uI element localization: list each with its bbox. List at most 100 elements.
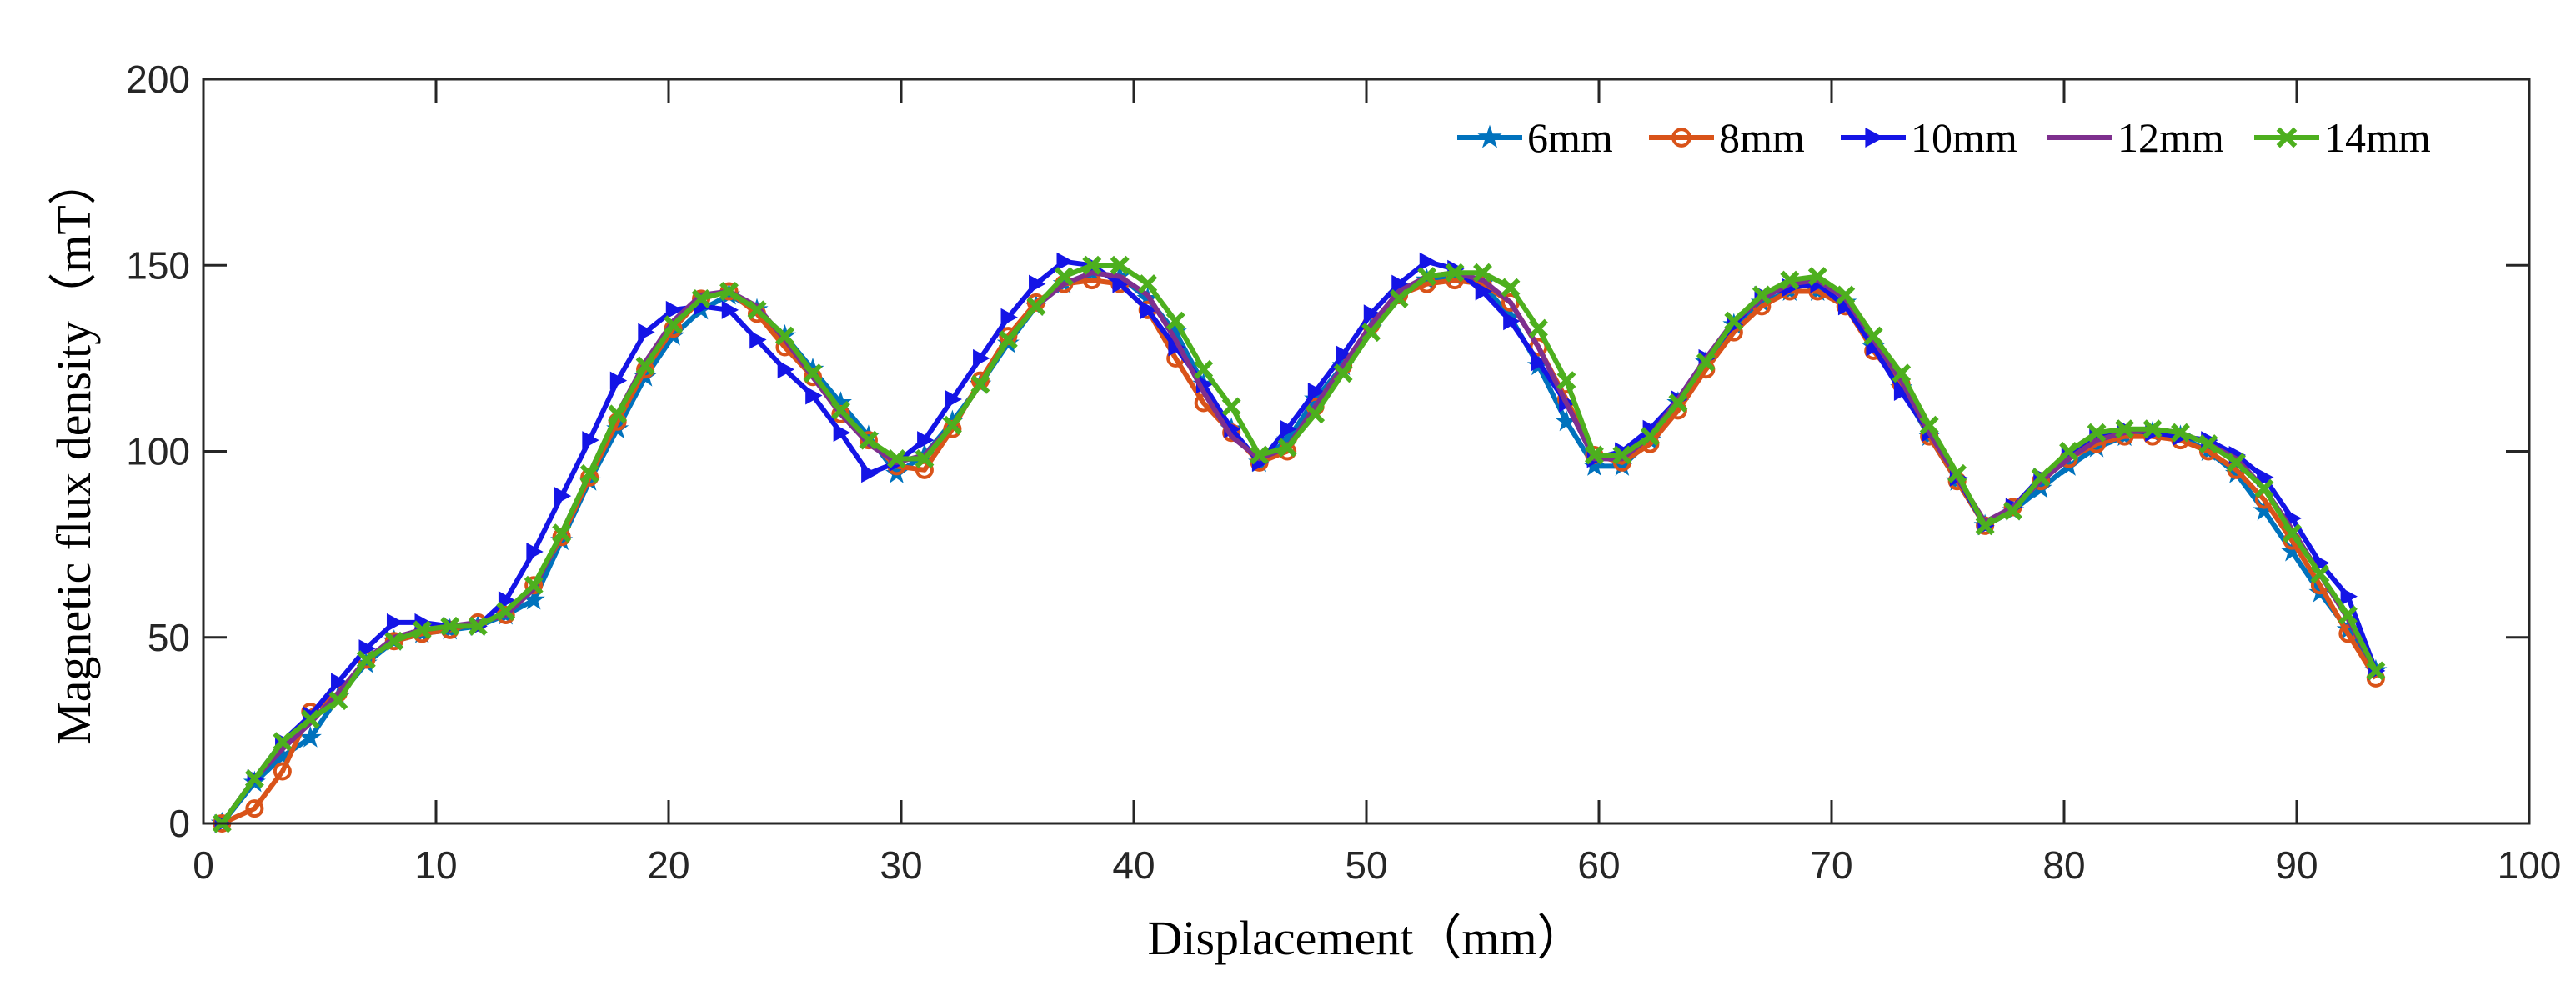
data-point-14mm bbox=[1306, 404, 1326, 424]
legend-marker-10mm bbox=[1865, 128, 1884, 148]
data-point-10mm bbox=[1475, 282, 1493, 301]
data-point-14mm bbox=[1640, 427, 1660, 447]
data-point-14mm bbox=[552, 523, 572, 543]
legend-item-10mm: 10mm bbox=[1841, 114, 2017, 161]
data-point-10mm bbox=[1307, 383, 1326, 402]
x-tick-label: 70 bbox=[1810, 843, 1852, 887]
data-point-14mm bbox=[1165, 311, 1185, 331]
data-point-14mm bbox=[1863, 326, 1883, 346]
data-point-14mm bbox=[803, 363, 823, 383]
data-point-14mm bbox=[524, 575, 544, 595]
data-point-14mm bbox=[2254, 478, 2274, 498]
data-point-14mm bbox=[1445, 263, 1465, 283]
data-point-14mm bbox=[775, 326, 794, 346]
data-point-10mm bbox=[2340, 587, 2358, 606]
data-point-14mm bbox=[2142, 419, 2163, 439]
data-point-14mm bbox=[2031, 468, 2051, 488]
data-point-14mm bbox=[2310, 564, 2330, 584]
x-tick-label: 60 bbox=[1577, 843, 1620, 887]
data-point-14mm bbox=[2171, 423, 2190, 443]
data-point-10mm bbox=[386, 613, 404, 632]
data-point-10mm bbox=[1391, 274, 1409, 293]
data-point-14mm bbox=[244, 768, 264, 788]
data-point-14mm bbox=[970, 374, 990, 394]
data-point-14mm bbox=[273, 732, 293, 752]
data-point-10mm bbox=[973, 348, 990, 368]
legend-item-6mm: 6mm bbox=[1457, 114, 1613, 161]
data-point-14mm bbox=[1333, 363, 1353, 383]
data-point-14mm bbox=[635, 356, 655, 376]
data-point-14mm bbox=[691, 288, 711, 308]
data-point-8mm bbox=[273, 762, 292, 781]
data-point-10mm bbox=[777, 360, 795, 379]
data-point-10mm bbox=[861, 464, 879, 483]
data-point-14mm bbox=[356, 650, 376, 670]
data-point-14mm bbox=[1361, 323, 1381, 343]
data-point-14mm bbox=[2282, 523, 2302, 543]
data-point-14mm bbox=[1221, 397, 1241, 417]
data-point-14mm bbox=[1250, 445, 1270, 465]
legend-item-14mm: 14mm bbox=[2254, 114, 2431, 161]
legend-label-10mm: 10mm bbox=[1911, 114, 2017, 161]
data-point-10mm bbox=[1000, 308, 1018, 327]
x-tick-label: 10 bbox=[414, 843, 457, 887]
x-tick-label: 30 bbox=[880, 843, 922, 887]
data-point-14mm bbox=[915, 448, 935, 468]
data-point-10mm bbox=[331, 673, 348, 692]
data-point-14mm bbox=[1975, 516, 1995, 536]
data-point-14mm bbox=[2087, 423, 2107, 443]
y-tick-label: 100 bbox=[126, 430, 190, 473]
data-point-10mm bbox=[526, 543, 544, 562]
data-point-10mm bbox=[1363, 304, 1381, 323]
data-point-10mm bbox=[1029, 274, 1046, 293]
data-point-8mm bbox=[915, 460, 934, 479]
legend-marker-14mm bbox=[2276, 127, 2298, 148]
data-point-14mm bbox=[1026, 296, 1046, 316]
data-point-14mm bbox=[1947, 463, 1967, 483]
data-point-14mm bbox=[2338, 605, 2358, 625]
series-14mm bbox=[212, 255, 2386, 833]
data-point-10mm bbox=[1893, 383, 1912, 402]
data-point-14mm bbox=[1668, 393, 1688, 413]
data-point-10mm bbox=[945, 389, 962, 408]
data-point-10mm bbox=[665, 300, 684, 319]
data-point-14mm bbox=[412, 620, 432, 640]
data-point-14mm bbox=[2366, 661, 2386, 681]
data-point-10mm bbox=[1140, 300, 1158, 319]
data-point-10mm bbox=[582, 431, 599, 450]
data-point-14mm bbox=[1110, 255, 1130, 275]
data-point-14mm bbox=[496, 602, 516, 621]
data-point-14mm bbox=[1277, 438, 1297, 458]
data-point-14mm bbox=[2226, 453, 2246, 473]
data-point-10mm bbox=[638, 323, 655, 342]
data-point-14mm bbox=[1612, 445, 1632, 465]
data-point-14mm bbox=[1836, 285, 1856, 305]
legend: 6mm 8mm 10mm 12mm 14mm bbox=[1457, 114, 2431, 161]
data-point-14mm bbox=[1389, 288, 1409, 308]
data-point-14mm bbox=[1556, 371, 1576, 391]
data-point-14mm bbox=[1807, 267, 1827, 287]
x-tick-label: 0 bbox=[193, 843, 214, 887]
legend-label-8mm: 8mm bbox=[1719, 114, 1805, 161]
y-tick-label: 150 bbox=[126, 243, 190, 287]
data-point-14mm bbox=[2115, 419, 2135, 439]
data-point-14mm bbox=[384, 631, 404, 651]
legend-item-12mm: 12mm bbox=[2047, 114, 2224, 161]
data-point-14mm bbox=[1752, 285, 1772, 305]
data-point-8mm bbox=[859, 431, 878, 450]
data-point-14mm bbox=[1473, 263, 1492, 283]
data-point-14mm bbox=[2198, 434, 2218, 454]
x-tick-label: 20 bbox=[647, 843, 689, 887]
data-point-10mm bbox=[805, 386, 823, 405]
x-tick-label: 50 bbox=[1345, 843, 1387, 887]
legend-label-14mm: 14mm bbox=[2324, 114, 2431, 161]
data-point-14mm bbox=[1919, 415, 1939, 435]
data-point-10mm bbox=[1336, 345, 1353, 364]
data-point-10mm bbox=[833, 423, 851, 443]
data-point-14mm bbox=[1194, 359, 1214, 379]
data-point-10mm bbox=[1531, 353, 1549, 372]
y-tick-label: 0 bbox=[168, 802, 190, 845]
data-point-14mm bbox=[440, 616, 460, 636]
data-point-14mm bbox=[2059, 442, 2079, 461]
data-point-14mm bbox=[1417, 267, 1437, 287]
